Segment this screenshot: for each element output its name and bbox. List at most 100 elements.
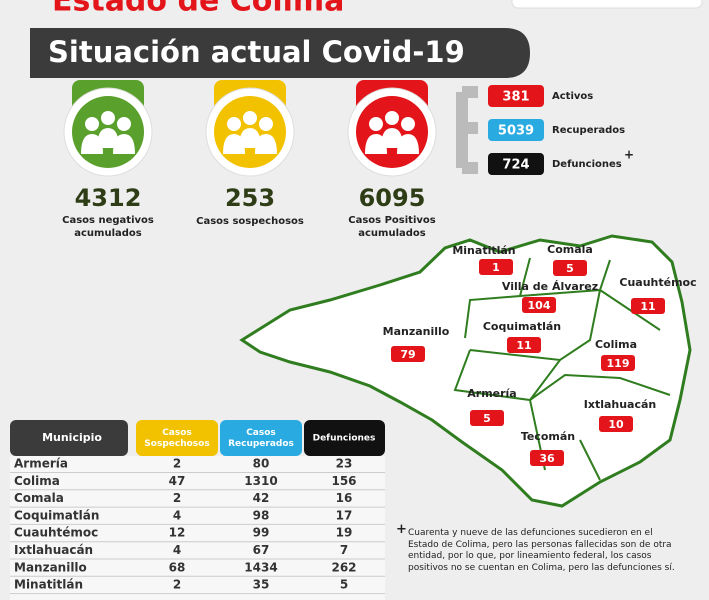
- cell-name: Cuauhtémoc: [14, 526, 98, 540]
- cell-value: 67: [253, 543, 270, 557]
- cell-name: Minatitlán: [14, 578, 83, 592]
- footnote-mark: +: [396, 522, 407, 537]
- cell-value: 156: [331, 474, 356, 488]
- header-line: Casos: [246, 428, 276, 438]
- municipality-value: 79: [400, 348, 415, 361]
- header-text: Casos Recuperados: [228, 428, 294, 449]
- badge: [488, 85, 544, 107]
- cell-value: 2: [173, 491, 181, 505]
- municipality-badge: [391, 346, 425, 362]
- table-header: [10, 420, 128, 456]
- title: Estado de Colima: [52, 0, 344, 19]
- person-head: [117, 117, 131, 131]
- header-text: Municipio: [42, 431, 102, 444]
- cell-value: 1434: [244, 560, 277, 574]
- cell-name: Colima: [14, 474, 60, 488]
- municipality-value: 11: [640, 300, 655, 313]
- person-head: [243, 111, 257, 125]
- person-head: [369, 117, 383, 131]
- person-body: [365, 134, 387, 154]
- header-text: Defunciones: [313, 434, 376, 444]
- table-header: [304, 420, 385, 456]
- summary-value: 4312: [75, 184, 142, 212]
- badge-label: Activos: [552, 91, 593, 102]
- municipality-name: Armería: [467, 387, 516, 400]
- person-body: [239, 128, 261, 148]
- person-head: [259, 117, 273, 131]
- banner-text: Situación actual Covid-19: [48, 35, 465, 69]
- cell-value: 5: [340, 578, 348, 592]
- municipality-value: 36: [539, 452, 555, 465]
- summary-value: 6095: [359, 184, 426, 212]
- summary-label: Casos Positivos acumulados: [348, 215, 436, 239]
- badge: [488, 153, 544, 175]
- cell-value: 42: [253, 491, 270, 505]
- cell-value: 12: [169, 526, 186, 540]
- cell-value: 2: [173, 457, 181, 471]
- label-line: acumulados: [74, 228, 142, 239]
- person-body: [223, 134, 245, 154]
- person-head: [401, 117, 415, 131]
- cell-value: 1310: [244, 474, 277, 488]
- summary-value: 253: [225, 184, 275, 212]
- cell-value: 19: [336, 526, 353, 540]
- cell-value: 16: [336, 491, 353, 505]
- header-line: Recuperados: [228, 439, 294, 449]
- person-body: [255, 134, 277, 154]
- header-text: Casos Sospechosos: [144, 428, 209, 449]
- municipality-name: Minatitlán: [452, 244, 515, 257]
- cell-value: 4: [173, 508, 181, 522]
- person-body: [113, 134, 135, 154]
- header-line: Casos: [162, 428, 192, 438]
- badge-value: 724: [502, 158, 529, 173]
- municipality-name: Ixtlahuacán: [584, 398, 657, 411]
- municipality-badge: [470, 410, 504, 426]
- municipality-name: Villa de Álvarez: [502, 280, 598, 293]
- badge-mark: +: [624, 148, 634, 162]
- cell-name: Comala: [14, 491, 64, 505]
- cell-value: 2: [173, 578, 181, 592]
- map: Minatitlán 1 Comala 5 Villa de Álvarez 104 Cua…: [239, 234, 697, 508]
- cell-value: 262: [331, 560, 356, 574]
- label-line: acumulados: [358, 228, 426, 239]
- municipality-badge: [631, 298, 665, 314]
- summary-label: Casos negativos acumulados: [62, 215, 154, 239]
- logo-box: [511, 0, 703, 9]
- municipality-name: Coquimatlán: [483, 320, 561, 333]
- cell-value: 80: [253, 457, 270, 471]
- person-body: [97, 128, 119, 148]
- municipality-value: 119: [607, 357, 630, 370]
- footnote: Cuarenta y nueve de las defunciones suce…: [408, 528, 675, 573]
- person-body: [381, 128, 403, 148]
- banner: [30, 28, 530, 78]
- municipality-badge: [530, 450, 564, 466]
- cell-name: Manzanillo: [14, 560, 87, 574]
- municipality-badge: [507, 337, 541, 353]
- cell-value: 23: [336, 457, 353, 471]
- badge-value: 381: [502, 90, 529, 105]
- cell-name: Ixtlahuacán: [14, 543, 93, 557]
- cell-value: 17: [336, 508, 353, 522]
- municipality-value: 104: [528, 299, 551, 312]
- cell-value: 68: [169, 560, 186, 574]
- bracket: [456, 86, 478, 174]
- person-head: [227, 117, 241, 131]
- summary-label: Casos sospechosos: [196, 216, 304, 227]
- badge-label: Recuperados: [552, 125, 625, 136]
- table-header: [220, 420, 302, 456]
- table-header: [136, 420, 218, 456]
- person-body: [81, 134, 103, 154]
- municipality-badge: [479, 259, 513, 275]
- municipality-value: 11: [516, 339, 531, 352]
- state-outline: [239, 234, 692, 508]
- person-head: [101, 111, 115, 125]
- municipality-badge: [599, 416, 633, 432]
- cell-name: Coquimatlán: [14, 508, 99, 522]
- label-line: Casos Positivos: [348, 215, 436, 226]
- badge-label: Defunciones: [552, 159, 622, 170]
- municipality-badge: [601, 355, 635, 371]
- badge: [488, 119, 544, 141]
- municipality-value: 5: [566, 262, 574, 275]
- cell-value: 4: [173, 543, 181, 557]
